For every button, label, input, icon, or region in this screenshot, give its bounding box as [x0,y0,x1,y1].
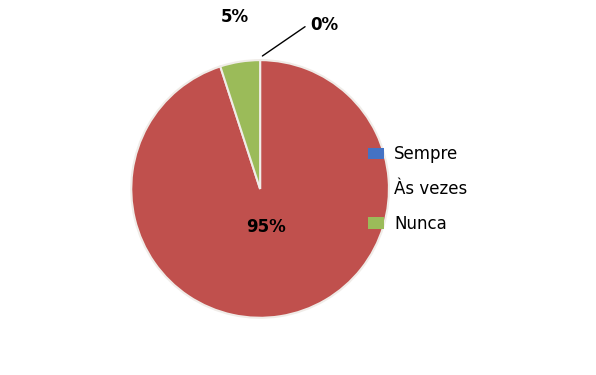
Text: 0%: 0% [311,16,339,34]
Legend: Sempre, Às vezes, Nunca: Sempre, Às vezes, Nunca [361,139,474,239]
Wedge shape [131,60,389,318]
Wedge shape [221,60,260,189]
Text: 95%: 95% [246,218,286,236]
Text: 5%: 5% [221,8,249,26]
